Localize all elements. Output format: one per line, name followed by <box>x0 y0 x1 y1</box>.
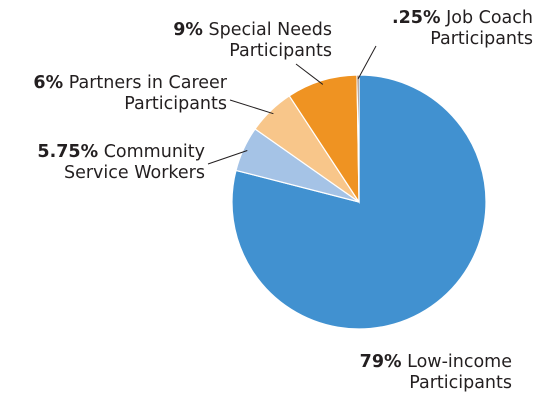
slice-name: Special Needs <box>208 20 332 40</box>
slice-label-special-needs: 9% Special Needs Participants <box>120 20 332 62</box>
slice-percent: 9% <box>173 20 203 40</box>
leader-line <box>357 45 377 80</box>
slice-percent: 5.75% <box>37 142 99 162</box>
slice-percent: 6% <box>33 73 64 93</box>
slice-name-line2: Participants <box>229 41 332 61</box>
slice-percent: 79% <box>359 352 402 372</box>
slice-name: Job Coach <box>446 8 533 28</box>
leader-line <box>295 63 324 85</box>
slice-name-line2: Service Workers <box>63 163 205 183</box>
slice-label-community-service: 5.75% Community Service Workers <box>0 142 205 184</box>
slice-name-line2: Participants <box>430 29 533 49</box>
slice-name: Community <box>103 142 205 162</box>
leader-line <box>229 99 274 115</box>
slice-percent: .25% <box>391 8 441 28</box>
slice-name-line2: Participants <box>124 94 227 114</box>
slice-label-low-income: 79% Low-income Participants <box>300 352 512 394</box>
slice-name: Low-income <box>407 352 512 372</box>
pie-slices <box>231 74 487 330</box>
leader-line <box>207 150 248 165</box>
slice-label-job-coach: .25% Job Coach Participants <box>350 8 533 50</box>
slice-name: Partners in Career <box>68 73 227 93</box>
pie-slice <box>356 74 360 203</box>
leader-lines <box>207 45 377 165</box>
slice-label-partners-in-career: 6% Partners in Career Participants <box>0 73 227 115</box>
slice-name-line2: Participants <box>409 373 512 393</box>
